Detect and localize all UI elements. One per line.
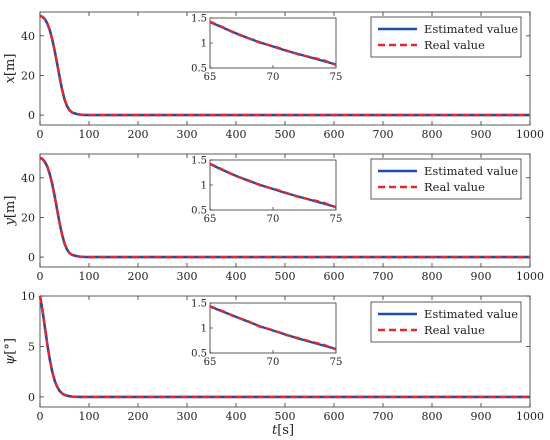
x-tick-label: 700 (373, 410, 394, 423)
x-tick-label: 700 (373, 128, 394, 141)
x-tick-label: 300 (177, 410, 198, 423)
x-tick-label: 900 (471, 270, 492, 283)
inset-series-line-real (209, 162, 337, 209)
x-tick-label: 400 (226, 128, 247, 141)
legend-box (370, 301, 522, 343)
series-line-real (38, 295, 530, 399)
x-tick-label: 700 (373, 270, 394, 283)
inset-x-tick-label: 70 (267, 357, 280, 368)
x-tick-label: 800 (422, 270, 443, 283)
y-axis-label-unit: [°] (3, 338, 18, 355)
x-tick-label: 600 (324, 128, 345, 141)
x-tick-label: 800 (422, 128, 443, 141)
panel-ψ: 0 100 200 300 400 500 600 700 800 900 1000 0 5 10 ψ[°]… (3, 290, 544, 423)
inset-y-tick-label: 1.5 (191, 299, 207, 310)
legend-label: Real value (424, 38, 485, 52)
y-tick-label: 10 (21, 290, 35, 303)
inset-plot: 65 70 75 0.5 1 1.5 (191, 156, 342, 226)
x-tick-label: 0 (37, 128, 44, 141)
inset-plot: 65 70 75 0.5 1 1.5 (191, 14, 342, 84)
y-tick-label: 0 (28, 251, 35, 264)
y-axis-label-symbol: ψ (3, 354, 18, 365)
inset-x-tick-label: 65 (204, 214, 217, 225)
y-axis-label-symbol: y (3, 217, 18, 226)
legend: Estimated value Real value (370, 16, 522, 58)
legend-box (370, 158, 522, 200)
inset-x-tick-label: 75 (330, 357, 343, 368)
inset-y-tick-label: 1.5 (191, 14, 207, 25)
panel-y: 0 100 200 300 400 500 600 700 800 900 100002040y[m… (3, 153, 544, 283)
x-axis-label: t[s] (272, 423, 294, 438)
legend-label: Real value (424, 323, 485, 337)
x-tick-label: 500 (275, 128, 296, 141)
inset-x-tick-label: 70 (267, 214, 280, 225)
inset-x-tick-label: 70 (267, 72, 280, 83)
y-axis-label: ψ[°] (3, 338, 18, 365)
y-tick-label: 0 (28, 391, 35, 404)
inset-plot: 65 70 75 0.5 1 1.5 (191, 299, 342, 369)
legend-label: Estimated value (424, 307, 518, 321)
y-tick-label: 40 (21, 30, 35, 43)
legend: Estimated value Real value (370, 301, 522, 343)
y-axis-label: x[m] (3, 54, 18, 84)
x-tick-label: 300 (177, 270, 198, 283)
series-line-real (39, 156, 530, 259)
x-tick-label: 100 (79, 270, 100, 283)
x-tick-label: 800 (422, 410, 443, 423)
inset-y-tick-label: 1 (201, 324, 207, 335)
inset-area (209, 302, 337, 354)
x-tick-label: 0 (37, 270, 44, 283)
inset-y-tick-label: 1 (201, 39, 207, 50)
inset-x-tick-label: 65 (204, 72, 217, 83)
y-tick-label: 40 (21, 172, 35, 185)
y-tick-label: 20 (21, 211, 35, 224)
x-tick-label: 600 (324, 270, 345, 283)
y-axis-label-symbol: x (3, 75, 18, 83)
inset-y-tick-label: 0.5 (191, 64, 207, 75)
inset-area (209, 17, 337, 69)
inset-y-tick-label: 1.5 (191, 156, 207, 167)
legend-label: Estimated value (424, 22, 518, 36)
y-tick-label: 0 (28, 109, 35, 122)
x-tick-label: 400 (226, 410, 247, 423)
x-tick-label: 600 (324, 410, 345, 423)
x-tick-label: 500 (275, 270, 296, 283)
inset-y-tick-label: 1 (201, 181, 207, 192)
inset-x-tick-label: 75 (330, 72, 343, 83)
inset-x-tick-label: 65 (204, 357, 217, 368)
legend-label: Real value (424, 180, 485, 194)
series-line-real (39, 14, 530, 117)
inset-y-tick-label: 0.5 (191, 349, 207, 360)
x-tick-label: 200 (128, 270, 149, 283)
legend: Estimated value Real value (370, 158, 522, 200)
x-tick-label: 900 (471, 410, 492, 423)
x-axis-label-unit: [s] (277, 423, 294, 438)
inset-series-line-real (209, 304, 337, 351)
inset-series-line-real (209, 20, 337, 67)
inset-x-tick-label: 75 (330, 214, 343, 225)
x-tick-label: 100 (79, 128, 100, 141)
y-axis-label: y[m] (3, 196, 18, 227)
x-tick-label: 1000 (516, 128, 544, 141)
x-tick-label: 1000 (516, 410, 544, 423)
legend-box (370, 16, 522, 58)
y-tick-label: 5 (28, 340, 35, 353)
y-tick-label: 20 (21, 69, 35, 82)
x-tick-label: 200 (128, 410, 149, 423)
x-tick-label: 100 (79, 410, 100, 423)
x-tick-label: 300 (177, 128, 198, 141)
legend-label: Estimated value (424, 164, 518, 178)
y-axis-label-unit: [m] (3, 196, 18, 218)
inset-y-tick-label: 0.5 (191, 206, 207, 217)
x-axis-label-symbol: t (272, 423, 278, 438)
panel-x: 0 100 200 300 400 500 600 700 800 900 100002040x[m… (3, 11, 544, 141)
x-tick-label: 1000 (516, 270, 544, 283)
x-tick-label: 400 (226, 270, 247, 283)
y-axis-label-unit: [m] (3, 54, 18, 76)
x-tick-label: 200 (128, 128, 149, 141)
x-tick-label: 900 (471, 128, 492, 141)
x-tick-label: 500 (275, 410, 296, 423)
x-tick-label: 0 (37, 410, 44, 423)
